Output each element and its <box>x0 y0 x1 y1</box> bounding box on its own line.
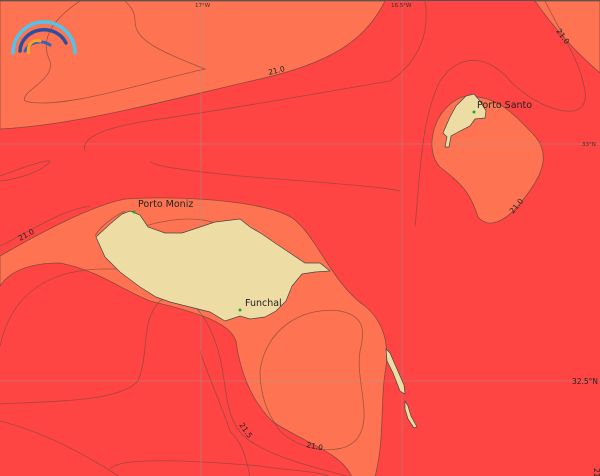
place-label-porto-moniz: Porto Moniz <box>138 199 193 210</box>
madeira-island <box>95 210 331 322</box>
cool-region-north <box>0 1 386 130</box>
lat-label: 33°N <box>582 142 596 148</box>
place-marker-porto-moniz <box>132 210 136 214</box>
contour-line <box>0 160 51 182</box>
place-label-funchal: Funchal <box>245 298 282 309</box>
contour-line <box>414 1 586 227</box>
lon-label: 17°W <box>195 3 211 9</box>
porto-santo-island <box>442 93 487 148</box>
contour-line <box>149 160 401 192</box>
contour-label: 21.0 <box>267 64 286 77</box>
lat-label: 32.5°N <box>572 377 598 386</box>
contour-label: 21.0 <box>592 468 600 476</box>
contour-line <box>199 350 251 476</box>
deserta-grande-island <box>385 348 406 395</box>
place-marker-porto-santo <box>472 110 476 114</box>
contour-line <box>24 1 207 104</box>
place-marker-funchal <box>238 308 242 312</box>
place-label-porto-santo: Porto Santo <box>477 100 532 111</box>
contour-line <box>109 460 329 476</box>
contour-line <box>94 210 216 237</box>
contour-label: 21.0 <box>306 440 324 452</box>
contour-line <box>0 268 140 347</box>
lon-label: 16.5°W <box>391 3 412 9</box>
rainbow-arcs-logo <box>11 20 77 55</box>
bugio-island <box>404 399 418 429</box>
contour-line <box>259 309 365 451</box>
contour-line <box>84 1 427 152</box>
contour-line <box>0 205 91 247</box>
contour-line <box>0 420 120 476</box>
